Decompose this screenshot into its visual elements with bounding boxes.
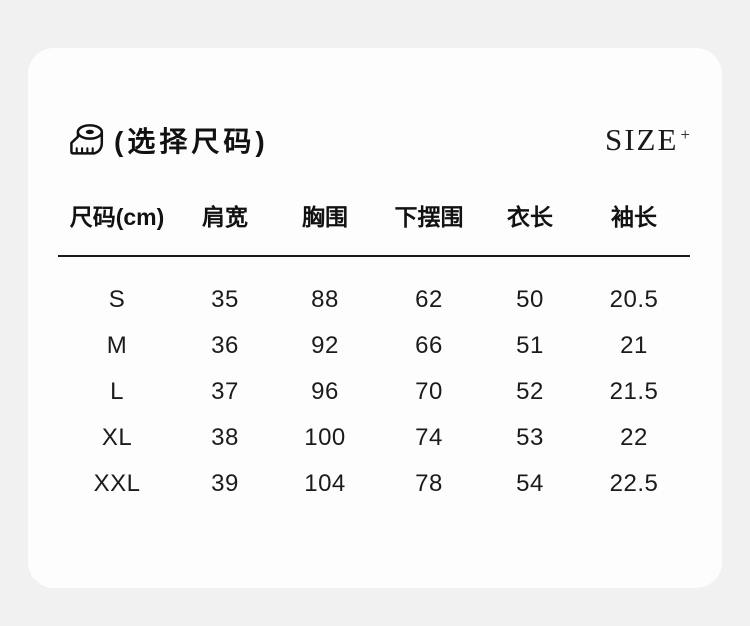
hem-value-cell: 78 [415,470,443,497]
length-value-cell: 51 [516,332,544,359]
bust-value-cell: 100 [304,424,346,451]
sleeve-value-cell: 21 [620,332,648,359]
shoulder-value-cell: 37 [211,378,239,405]
column-header-size: 尺码(cm) [69,204,165,230]
brand-text: SIZE [604,122,679,157]
sleeve-value-cell: 20.5 [609,286,659,313]
size-table-row: M 36 92 66 51 21 [58,323,690,369]
length-value-cell: 50 [516,286,544,313]
bust-value-cell: 96 [311,378,339,405]
shoulder-value-cell: 36 [211,332,239,359]
sleeve-value-cell: 22 [620,424,648,451]
measuring-tape-icon [70,123,104,155]
size-label-cell: XL [101,424,133,451]
sleeve-value-cell: 21.5 [609,378,659,405]
brand-plus: + [680,124,690,144]
length-value-cell: 53 [516,424,544,451]
size-label-cell: L [110,378,124,405]
bust-value-cell: 88 [311,286,339,313]
column-header-length: 衣长 [507,204,553,230]
size-label-cell: M [106,332,128,359]
size-chart-card: (选择尺码) SIZE + 尺码(cm) 肩宽 胸围 下摆围 衣长 袖长 S 35… [28,48,722,588]
bust-value-cell: 92 [311,332,339,359]
shoulder-value-cell: 39 [211,470,239,497]
size-label-cell: S [108,286,126,313]
sleeve-value-cell: 22.5 [609,470,659,497]
hem-value-cell: 74 [415,424,443,451]
size-table-body: S 35 88 62 50 20.5 M 36 92 66 51 21 L 37… [58,257,690,507]
shoulder-value-cell: 35 [211,286,239,313]
size-table-row: XL 38 100 74 53 22 [58,415,690,461]
card-header: (选择尺码) SIZE + [68,118,690,162]
hem-value-cell: 70 [415,378,443,405]
column-header-shoulder: 肩宽 [202,204,248,230]
length-value-cell: 54 [516,470,544,497]
column-header-hem: 下摆围 [394,204,464,230]
hem-value-cell: 62 [415,286,443,313]
size-table-header: 尺码(cm) 肩宽 胸围 下摆围 衣长 袖长 [58,192,690,238]
column-header-bust: 胸围 [302,204,348,230]
size-label-cell: XXL [93,470,141,497]
length-value-cell: 52 [516,378,544,405]
brand-size-label: SIZE + [604,122,690,158]
hem-value-cell: 66 [415,332,443,359]
title-group: (选择尺码) [68,120,269,160]
size-table: 尺码(cm) 肩宽 胸围 下摆围 衣长 袖长 S 35 88 62 50 20.… [58,192,690,507]
bust-value-cell: 104 [304,470,346,497]
card-title: (选择尺码) [114,126,269,157]
size-table-row: XXL 39 104 78 54 22.5 [58,461,690,507]
header-divider-line [58,255,690,257]
size-table-row: L 37 96 70 52 21.5 [58,369,690,415]
size-table-row: S 35 88 62 50 20.5 [58,277,690,323]
column-header-sleeve: 袖长 [611,204,657,230]
shoulder-value-cell: 38 [211,424,239,451]
